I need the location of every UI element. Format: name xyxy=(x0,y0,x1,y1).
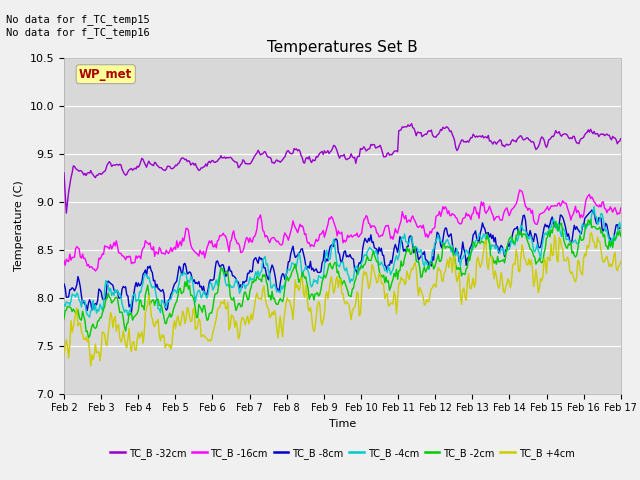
Y-axis label: Temperature (C): Temperature (C) xyxy=(14,180,24,271)
Title: Temperatures Set B: Temperatures Set B xyxy=(267,40,418,55)
X-axis label: Time: Time xyxy=(329,419,356,429)
Legend: TC_B -32cm, TC_B -16cm, TC_B -8cm, TC_B -4cm, TC_B -2cm, TC_B +4cm: TC_B -32cm, TC_B -16cm, TC_B -8cm, TC_B … xyxy=(106,444,579,463)
Text: WP_met: WP_met xyxy=(79,68,132,81)
Text: No data for f_TC_temp15
No data for f_TC_temp16: No data for f_TC_temp15 No data for f_TC… xyxy=(6,14,150,38)
